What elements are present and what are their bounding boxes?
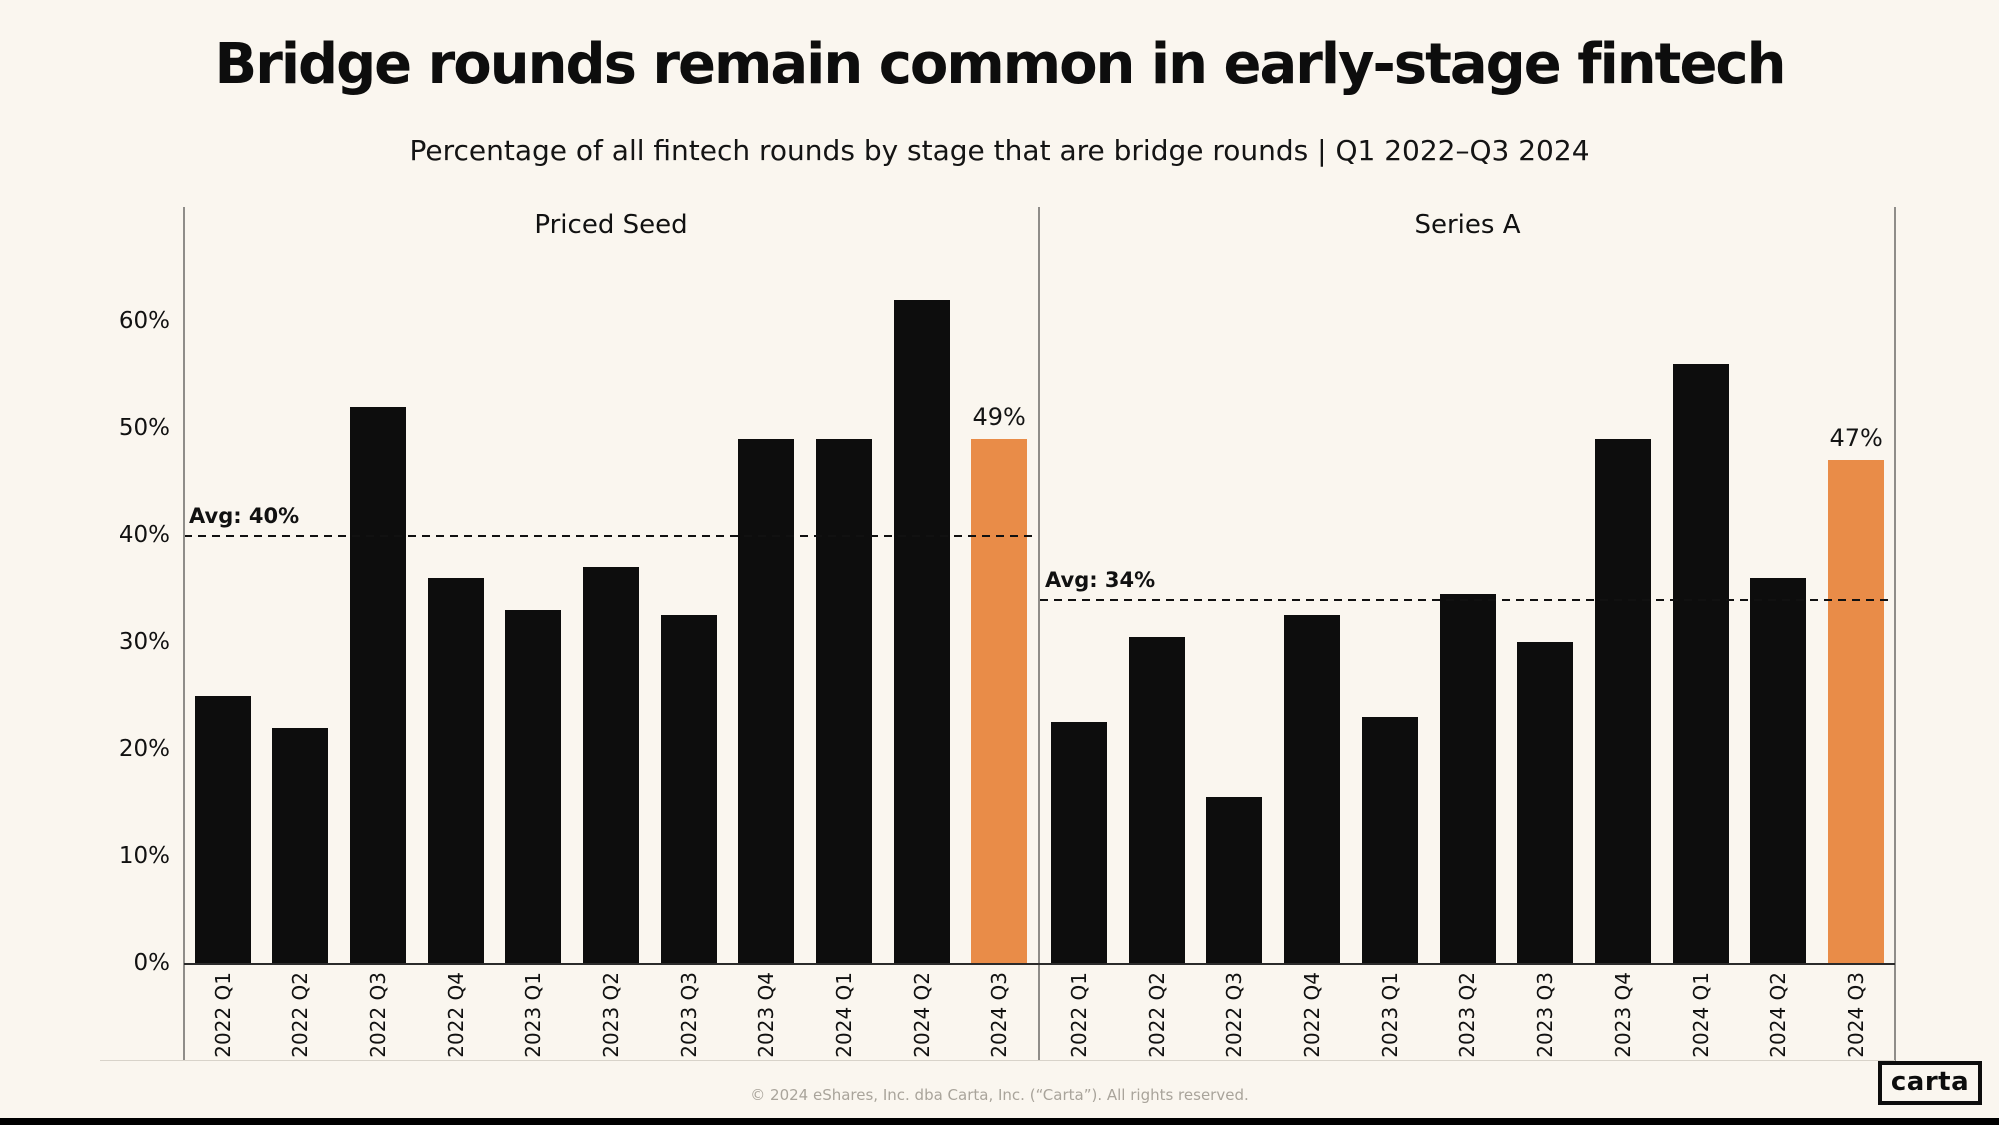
y-tick-label: 40%	[118, 522, 170, 549]
x-tick-label: 2024 Q3	[1817, 972, 1895, 1060]
x-tick-label-text: 2023 Q3	[1533, 972, 1558, 1058]
x-tick-label-text: 2022 Q3	[366, 972, 391, 1058]
bar	[505, 610, 562, 963]
bar	[1828, 460, 1885, 963]
x-tick-label: 2024 Q2	[1740, 972, 1818, 1060]
bottom-rule	[100, 1060, 1895, 1061]
chart-title: Bridge rounds remain common in early-sta…	[214, 32, 1787, 97]
y-tick-label: 0%	[133, 950, 171, 976]
x-tick-label: 2022 Q1	[1040, 972, 1118, 1060]
x-tick-label: 2024 Q1	[805, 972, 883, 1060]
x-tick-label-text: 2023 Q3	[676, 972, 701, 1058]
x-tick-label-text: 2024 Q3	[987, 972, 1012, 1058]
x-tick-label-text: 2022 Q1	[1066, 972, 1091, 1058]
x-tick-label: 2022 Q4	[1273, 972, 1351, 1060]
x-tick-label-text: 2023 Q1	[1377, 972, 1402, 1058]
x-tick-label-text: 2022 Q2	[288, 972, 313, 1058]
x-tick-label-text: 2022 Q4	[1300, 972, 1325, 1058]
y-tick-label: 60%	[118, 308, 170, 335]
x-tick-label: 2023 Q2	[572, 972, 650, 1060]
x-tick-label: 2024 Q2	[883, 972, 961, 1060]
x-tick-label: 2023 Q3	[650, 972, 728, 1060]
panel-title-priced-seed: Priced Seed	[534, 210, 688, 240]
bar	[1594, 438, 1651, 963]
y-tick-label: 10%	[118, 843, 170, 870]
bar	[971, 438, 1028, 963]
bar	[815, 438, 872, 963]
x-tick-label: 2024 Q1	[1662, 972, 1740, 1060]
x-tick-label-text: 2024 Q1	[831, 972, 856, 1058]
x-tick-label: 2023 Q2	[1429, 972, 1507, 1060]
bar	[1050, 722, 1107, 963]
bar	[893, 299, 950, 963]
bar	[1361, 716, 1418, 963]
x-tick-label-text: 2022 Q4	[443, 972, 468, 1058]
bar	[1517, 642, 1574, 963]
x-tick-label-text: 2023 Q4	[754, 972, 779, 1058]
bottom-black-strip	[0, 1118, 1999, 1125]
bar	[194, 695, 251, 963]
x-tick-label: 2023 Q4	[727, 972, 805, 1060]
average-label: Avg: 40%	[189, 504, 300, 529]
x-tick-label-text: 2024 Q1	[1688, 972, 1713, 1058]
bar	[350, 406, 407, 963]
bar	[1672, 364, 1729, 963]
average-dashed-line	[1040, 599, 1895, 602]
x-tick-label: 2024 Q3	[960, 972, 1038, 1060]
bar	[583, 567, 639, 963]
y-axis-spine-left	[183, 207, 185, 1061]
copyright-text: © 2024 eShares, Inc. dba Carta, Inc. (“C…	[750, 1086, 1249, 1104]
highlight-value-label: 49%	[972, 402, 1026, 431]
panel-title-series-a: Series A	[1414, 210, 1521, 240]
average-dashed-line	[184, 535, 1038, 538]
carta-logo: carta	[1878, 1061, 1982, 1105]
x-tick-label-text: 2024 Q2	[909, 972, 934, 1058]
x-tick-label-text: 2023 Q1	[521, 972, 546, 1058]
panel-divider-spine	[1038, 207, 1040, 1061]
bar	[1284, 615, 1341, 963]
bar	[1750, 577, 1807, 963]
chart-subtitle: Percentage of all fintech rounds by stag…	[409, 134, 1590, 167]
x-tick-label: 2023 Q3	[1506, 972, 1584, 1060]
bar	[1206, 797, 1263, 963]
x-tick-label-text: 2024 Q3	[1844, 972, 1869, 1058]
bar	[272, 727, 329, 963]
x-tick-label: 2023 Q4	[1584, 972, 1662, 1060]
x-tick-label: 2022 Q4	[417, 972, 495, 1060]
x-tick-label: 2023 Q1	[1351, 972, 1429, 1060]
y-tick-label: 30%	[118, 629, 170, 656]
x-tick-label-text: 2022 Q3	[1222, 972, 1247, 1058]
y-tick-label: 50%	[118, 415, 170, 442]
bar	[660, 615, 717, 963]
x-tick-label: 2022 Q2	[1118, 972, 1196, 1060]
bar	[427, 577, 484, 963]
x-tick-label-text: 2022 Q2	[1144, 972, 1169, 1058]
carta-logo-text: carta	[1890, 1066, 1970, 1097]
x-tick-label: 2023 Q1	[495, 972, 573, 1060]
y-axis-spine-right	[1894, 207, 1896, 1061]
x-tick-label-text: 2023 Q4	[1610, 972, 1635, 1058]
x-axis-line	[184, 963, 1895, 965]
x-tick-label-text: 2022 Q1	[210, 972, 235, 1058]
x-tick-label: 2022 Q3	[339, 972, 417, 1060]
highlight-value-label: 47%	[1829, 424, 1883, 453]
x-tick-label-text: 2023 Q2	[598, 972, 623, 1058]
x-tick-label-text: 2023 Q2	[1455, 972, 1480, 1058]
y-tick-label: 20%	[118, 736, 170, 763]
x-tick-label: 2022 Q1	[184, 972, 262, 1060]
x-tick-label: 2022 Q3	[1195, 972, 1273, 1060]
x-tick-label-text: 2024 Q2	[1766, 972, 1791, 1058]
bar	[738, 438, 795, 963]
x-tick-label: 2022 Q2	[262, 972, 340, 1060]
bar	[1439, 593, 1496, 963]
bar	[1128, 636, 1185, 963]
average-label: Avg: 34%	[1045, 568, 1156, 593]
